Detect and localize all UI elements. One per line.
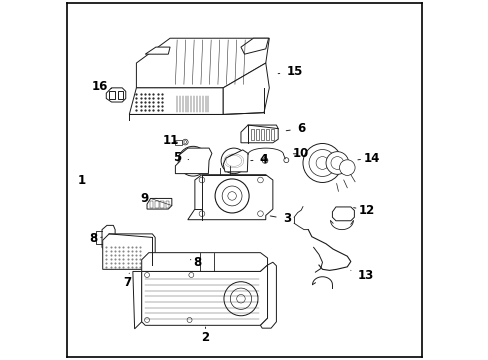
Bar bbox=[250, 129, 254, 140]
Polygon shape bbox=[142, 265, 267, 325]
Circle shape bbox=[187, 318, 192, 323]
Bar bbox=[160, 201, 163, 208]
Polygon shape bbox=[223, 150, 247, 172]
Circle shape bbox=[199, 177, 204, 183]
Text: 8: 8 bbox=[190, 256, 202, 269]
Polygon shape bbox=[136, 38, 269, 88]
Circle shape bbox=[262, 158, 267, 163]
Bar bbox=[118, 91, 123, 99]
Polygon shape bbox=[260, 262, 276, 328]
Circle shape bbox=[339, 160, 354, 175]
Circle shape bbox=[283, 158, 288, 163]
Text: 8: 8 bbox=[90, 232, 102, 245]
Circle shape bbox=[315, 157, 328, 169]
Text: 15: 15 bbox=[278, 65, 303, 78]
Circle shape bbox=[303, 144, 341, 183]
Bar bbox=[109, 91, 115, 99]
Circle shape bbox=[230, 288, 251, 309]
Text: 3: 3 bbox=[270, 212, 290, 225]
Bar bbox=[178, 266, 182, 269]
Circle shape bbox=[189, 158, 196, 165]
Circle shape bbox=[199, 211, 204, 216]
Circle shape bbox=[184, 152, 202, 170]
Polygon shape bbox=[241, 125, 278, 143]
Text: 2: 2 bbox=[201, 327, 209, 344]
Text: 10: 10 bbox=[292, 147, 309, 160]
Bar bbox=[260, 129, 264, 140]
Text: 12: 12 bbox=[353, 204, 374, 217]
Polygon shape bbox=[142, 253, 267, 271]
Text: 1: 1 bbox=[78, 174, 86, 186]
Bar bbox=[149, 201, 153, 208]
Text: 16: 16 bbox=[92, 80, 111, 93]
Circle shape bbox=[222, 186, 242, 206]
Polygon shape bbox=[106, 88, 125, 102]
Circle shape bbox=[182, 139, 188, 145]
Polygon shape bbox=[187, 175, 272, 220]
Circle shape bbox=[308, 149, 335, 176]
Bar bbox=[270, 129, 274, 140]
Polygon shape bbox=[241, 38, 268, 54]
Circle shape bbox=[188, 273, 193, 278]
Bar bbox=[184, 266, 187, 269]
Polygon shape bbox=[145, 47, 170, 54]
Polygon shape bbox=[332, 207, 354, 221]
Text: 13: 13 bbox=[350, 269, 373, 282]
Circle shape bbox=[330, 157, 343, 169]
Polygon shape bbox=[133, 271, 142, 329]
Polygon shape bbox=[176, 259, 190, 274]
Circle shape bbox=[221, 148, 246, 174]
Circle shape bbox=[325, 152, 348, 174]
Circle shape bbox=[224, 282, 258, 316]
Polygon shape bbox=[223, 63, 269, 114]
Bar bbox=[255, 129, 259, 140]
Polygon shape bbox=[147, 198, 171, 209]
Text: 4: 4 bbox=[250, 153, 267, 166]
Bar bbox=[155, 201, 159, 208]
Text: 7: 7 bbox=[122, 273, 131, 289]
Bar bbox=[178, 262, 182, 265]
Bar bbox=[178, 270, 182, 272]
Circle shape bbox=[257, 177, 263, 183]
Circle shape bbox=[227, 154, 240, 167]
Text: 6: 6 bbox=[285, 122, 305, 135]
Text: 11: 11 bbox=[163, 134, 179, 147]
Circle shape bbox=[178, 146, 207, 176]
Polygon shape bbox=[102, 234, 155, 269]
Bar bbox=[265, 129, 269, 140]
Circle shape bbox=[227, 192, 236, 200]
Bar bbox=[184, 262, 187, 265]
Circle shape bbox=[144, 318, 149, 323]
Circle shape bbox=[236, 294, 244, 303]
Bar bbox=[175, 140, 182, 145]
Circle shape bbox=[215, 179, 248, 213]
Circle shape bbox=[257, 211, 263, 216]
Polygon shape bbox=[129, 88, 223, 114]
Text: 5: 5 bbox=[173, 151, 188, 164]
Text: 14: 14 bbox=[357, 152, 379, 165]
Bar bbox=[184, 270, 187, 272]
Polygon shape bbox=[102, 225, 115, 251]
Polygon shape bbox=[175, 148, 211, 174]
Text: 9: 9 bbox=[140, 192, 156, 205]
Circle shape bbox=[144, 273, 149, 278]
Bar bbox=[165, 201, 169, 208]
Circle shape bbox=[183, 141, 186, 144]
